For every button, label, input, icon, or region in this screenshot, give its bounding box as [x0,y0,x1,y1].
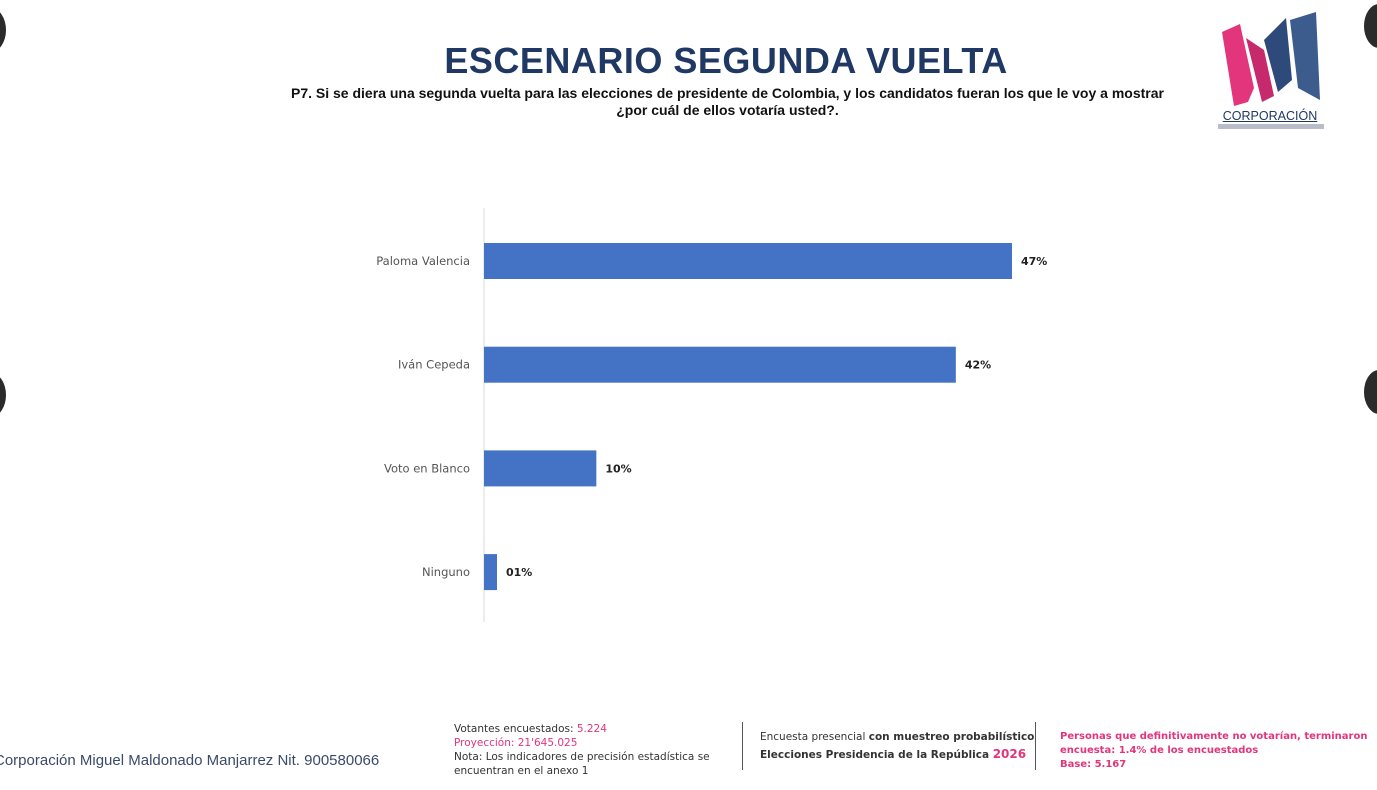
logo-navy-shape-2 [1290,12,1320,100]
value-label: 01% [506,566,532,579]
question-line-1: P7. Si se diera una segunda vuelta para … [291,85,1164,101]
encuesta-prefix: Encuesta presencial [760,731,869,743]
question-line-2: ¿por cuál de ellos votaría usted?. [616,102,839,118]
footer-base-info: Personas que definitivamente no votarían… [1060,730,1372,772]
edge-control-top-right [1364,4,1377,48]
footer-divider-1 [742,722,743,770]
nota-text: Nota: Los indicadores de precisión estad… [454,751,710,777]
votantes-line: Votantes encuestados: 5.224 [454,722,724,736]
edge-control-mid-left [0,373,6,417]
page-title: ESCENARIO SEGUNDA VUELTA [444,40,1008,81]
category-label: Ninguno [422,565,470,579]
category-label: Paloma Valencia [376,254,470,268]
elecciones-line: Elecciones Presidencia de la República 2… [760,747,1035,762]
category-label: Iván Cepeda [398,358,470,372]
footer-divider-2 [1035,722,1036,770]
logo-subtext [1218,124,1324,129]
footer-survey-info: Encuesta presencial con muestreo probabi… [760,730,1035,762]
bar-paloma-valencia [484,243,1012,279]
votantes-label: Votantes encuestados: [454,723,577,735]
logo-navy-shape [1264,18,1292,92]
footer-company: Corporación Miguel Maldonado Manjarrez N… [0,752,380,769]
encuesta-line: Encuesta presencial con muestreo probabi… [760,730,1035,744]
value-label: 42% [965,359,991,372]
logo-pink-shape [1222,24,1254,106]
elecciones-text: Elecciones Presidencia de la República [760,749,993,761]
edge-control-top-left [0,8,6,52]
logo-pink-shape-2 [1246,38,1274,102]
value-label: 47% [1021,255,1047,268]
personas-text: Personas que definitivamente no votarían… [1060,731,1368,756]
bar-ninguno [484,554,497,591]
bar-voto-en-blanco [484,450,597,487]
proyeccion-text: Proyección: 21'645.025 [454,737,578,749]
footer-sample-info: Votantes encuestados: 5.224 Proyección: … [454,722,724,778]
bar-chart: Paloma Valencia 47% Iván Cepeda 42% Voto en … [376,208,1047,622]
elecciones-year: 2026 [992,747,1027,761]
base-text: Base: 5.167 [1060,759,1127,770]
bar-iv-n-cepeda [484,346,956,383]
edge-control-mid-right [1364,370,1377,414]
encuesta-bold: con muestreo probabilístico [868,731,1035,743]
corporation-logo [1222,12,1320,106]
question-text: P7. Si se diera una segunda vuelta para … [230,85,1225,119]
votantes-value: 5.224 [576,723,607,735]
value-label: 10% [605,462,631,475]
category-label: Voto en Blanco [384,461,470,475]
logo-wordmark: CORPORACIÓN [1222,109,1318,123]
